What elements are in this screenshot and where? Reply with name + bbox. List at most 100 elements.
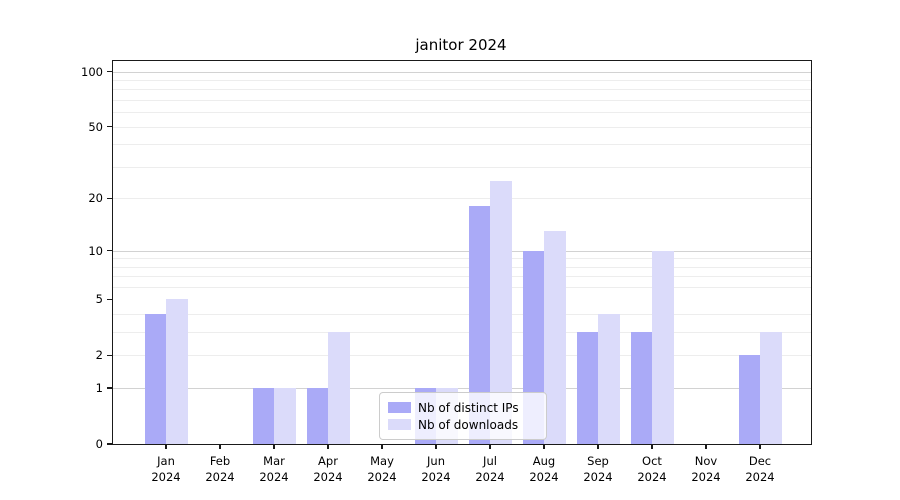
y-tick-mark [107,354,113,356]
gridline-major [113,71,811,73]
gridline-minor [113,286,811,288]
x-tick-month: Jul [483,454,497,468]
bar-ips-jan [144,314,166,444]
legend-item-label: Nb of distinct IPs [418,400,519,415]
bar-ips-jul [468,206,490,444]
y-tick-label: 0 [95,437,103,451]
x-tick-year: 2024 [421,470,451,484]
x-tick-label: Oct 2024 [622,453,682,485]
x-tick-label: Jun 2024 [406,453,466,485]
bar-downloads-oct [652,250,674,444]
x-tick-mark [381,444,383,449]
x-tick-label: Jan 2024 [136,453,196,485]
x-tick-year: 2024 [313,470,343,484]
x-tick-label: Feb 2024 [190,453,250,485]
gridline-minor [113,89,811,91]
y-tick-mark [107,298,113,301]
y-tick-label: 10 [88,243,103,258]
bar-downloads-dec [760,332,782,444]
gridline-minor [113,112,811,114]
gridline-minor [113,166,811,168]
y-tick-label: 50 [88,119,103,134]
x-tick-year: 2024 [259,470,289,484]
x-tick-month: Dec [748,454,772,468]
bar-ips-dec [738,355,760,444]
legend-item-label: Nb of downloads [418,417,519,432]
x-tick-mark [759,444,761,449]
y-tick-mark [107,197,113,199]
x-tick-label: Aug 2024 [514,453,574,485]
gridline-minor [113,100,811,101]
chart-title: janitor 2024 [415,36,507,54]
gridline-minor [113,332,811,334]
x-tick-mark [489,444,491,449]
x-tick-month: Apr [318,454,338,468]
x-tick-mark [651,444,653,449]
gridline-minor [113,355,811,357]
gridline-minor [113,266,811,268]
x-tick-mark [543,444,545,449]
x-tick-month: Mar [263,454,285,468]
x-tick-year: 2024 [367,470,397,484]
gridline-minor [113,144,811,146]
x-tick-month: Sep [587,454,609,468]
x-tick-month: Feb [209,454,231,468]
bar-downloads-jan [166,299,188,444]
x-tick-month: Jun [427,454,445,468]
x-tick-mark [219,444,221,449]
x-tick-mark [327,444,329,449]
x-tick-mark [435,444,437,449]
x-tick-mark [597,444,599,449]
gridline-minor [113,258,811,260]
bar-downloads-sep [598,314,620,444]
x-tick-year: 2024 [475,470,505,484]
x-tick-year: 2024 [583,470,613,484]
legend-item: Nb of distinct IPs [388,399,538,416]
x-tick-mark [705,444,707,449]
x-tick-month: Oct [642,454,662,468]
x-tick-year: 2024 [529,470,559,484]
gridline-minor [113,126,811,128]
bar-downloads-jul [490,181,512,444]
x-tick-label: Dec 2024 [730,453,790,485]
legend-item: Nb of downloads [388,416,538,433]
x-tick-month: Jan [157,454,175,468]
x-tick-month: May [370,454,394,468]
x-tick-label: Sep 2024 [568,453,628,485]
y-tick-label: 20 [88,191,103,206]
x-tick-month: Aug [532,454,556,468]
gridline-minor [113,276,811,278]
x-tick-year: 2024 [151,470,181,484]
gridline-minor [113,314,811,316]
x-tick-mark [273,444,275,449]
bar-ips-sep [576,332,598,444]
x-tick-label: Nov 2024 [676,453,736,485]
x-tick-year: 2024 [745,470,775,484]
x-tick-label: Jul 2024 [460,453,520,485]
legend-swatch [388,419,411,430]
bar-ips-mar [252,388,274,444]
x-tick-mark [165,444,167,449]
y-tick-label: 2 [95,348,103,363]
bar-downloads-mar [274,388,296,444]
bar-ips-oct [630,332,652,444]
y-tick-mark [107,443,113,445]
y-tick-label: 5 [95,292,103,307]
x-tick-label: May 2024 [352,453,412,485]
bar-downloads-aug [544,231,566,444]
y-tick-label: 1 [95,381,103,396]
bar-downloads-apr [328,332,350,444]
y-tick-label: 100 [81,64,103,79]
x-tick-label: Mar 2024 [244,453,304,485]
x-tick-month: Nov [694,454,718,468]
y-tick-mark [107,249,113,252]
x-tick-year: 2024 [691,470,721,484]
gridline-minor [113,79,811,81]
x-tick-label: Apr 2024 [298,453,358,485]
y-tick-mark [107,126,113,128]
x-tick-year: 2024 [637,470,667,484]
legend-swatch [388,402,411,413]
bar-ips-apr [306,388,328,444]
x-tick-year: 2024 [205,470,235,484]
